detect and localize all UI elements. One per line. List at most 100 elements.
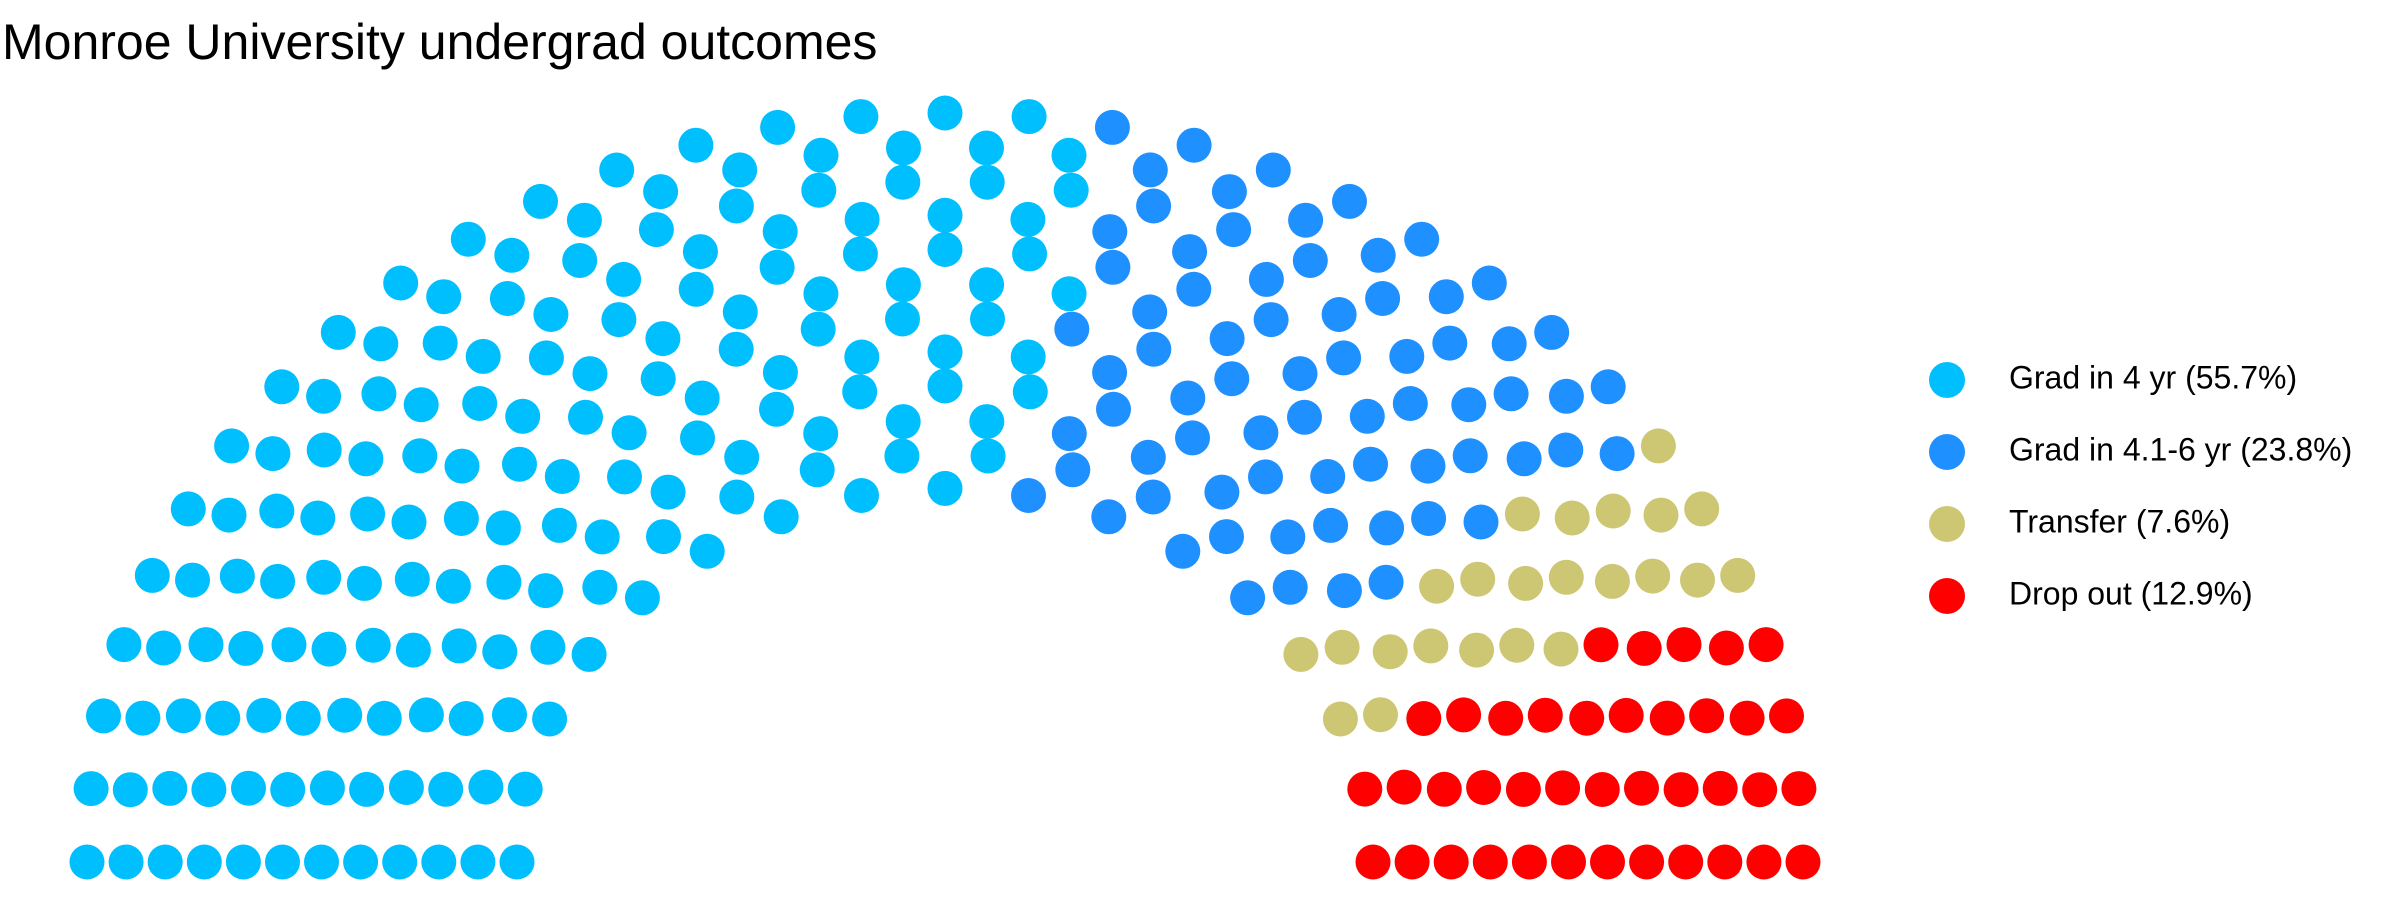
seat — [599, 152, 635, 188]
seat — [270, 772, 306, 807]
seat — [682, 234, 718, 270]
seat — [1720, 557, 1756, 593]
seat — [927, 232, 963, 267]
seat — [1472, 844, 1508, 880]
seat — [1527, 697, 1563, 733]
seat — [1310, 459, 1346, 494]
seat — [489, 281, 525, 316]
seat — [186, 844, 222, 880]
seat — [969, 404, 1005, 440]
seat — [1332, 183, 1367, 219]
seat — [800, 311, 836, 347]
seat — [73, 771, 109, 807]
seat — [304, 844, 339, 880]
seat — [1548, 559, 1584, 595]
seat — [1394, 844, 1430, 880]
seat — [1353, 446, 1388, 482]
seat — [969, 130, 1004, 166]
seat — [1649, 700, 1685, 736]
seat — [225, 844, 261, 880]
seat — [265, 844, 300, 880]
seat — [1230, 580, 1266, 616]
seat — [350, 496, 386, 532]
seat — [1643, 497, 1679, 533]
seat — [444, 448, 480, 484]
seat — [885, 267, 921, 303]
seat — [678, 127, 714, 163]
seat — [1419, 568, 1455, 604]
seat — [1635, 558, 1671, 594]
seat — [1204, 474, 1240, 510]
seat — [1288, 202, 1324, 238]
seat — [1389, 338, 1425, 374]
seat — [1012, 374, 1048, 410]
seat — [1459, 632, 1495, 668]
seat — [1590, 844, 1625, 880]
seat — [1176, 271, 1212, 307]
seat — [1214, 361, 1250, 397]
seat — [259, 493, 295, 529]
seat — [1365, 281, 1401, 316]
legend-swatch — [1929, 506, 1965, 542]
seat — [1175, 420, 1210, 456]
seat — [718, 331, 754, 367]
seat — [1548, 432, 1584, 468]
seat — [228, 630, 264, 666]
seat — [1270, 519, 1306, 555]
seat — [1248, 261, 1284, 297]
seat — [1446, 697, 1482, 733]
seat — [211, 497, 247, 533]
seat — [1092, 355, 1128, 390]
seat — [1689, 698, 1725, 734]
seat — [1283, 636, 1319, 672]
seat — [462, 386, 498, 421]
seat — [1132, 152, 1168, 188]
seat — [448, 701, 484, 736]
seat — [640, 361, 676, 397]
seat — [803, 276, 839, 312]
seat — [1053, 172, 1089, 208]
seat — [486, 564, 522, 600]
seat — [1781, 771, 1817, 807]
seat — [528, 573, 564, 609]
seat-arc — [69, 95, 1821, 880]
seat — [1702, 770, 1738, 806]
seat — [885, 404, 921, 440]
seat — [394, 561, 430, 597]
seat — [346, 565, 382, 601]
legend-label: Grad in 4 yr (55.7%) — [2009, 359, 2297, 395]
seat — [607, 459, 642, 495]
seat — [1092, 214, 1128, 250]
seat — [1054, 311, 1090, 347]
seat — [170, 491, 206, 527]
seat — [388, 770, 424, 805]
seat — [532, 701, 568, 737]
seat — [402, 438, 438, 474]
seat — [1326, 573, 1362, 609]
seat — [1590, 369, 1626, 405]
seat — [684, 380, 720, 416]
seat — [441, 628, 477, 664]
seat — [724, 439, 760, 475]
seat — [260, 563, 296, 599]
seat — [1255, 152, 1291, 188]
seat — [1452, 438, 1488, 474]
seat — [408, 697, 444, 733]
seat — [1668, 844, 1704, 880]
seat — [1360, 237, 1396, 273]
seat — [482, 634, 518, 670]
seat — [460, 844, 496, 880]
seat — [678, 271, 714, 307]
seat — [1248, 459, 1283, 495]
seat — [763, 499, 799, 535]
seat — [363, 326, 399, 362]
seat — [1426, 771, 1462, 807]
seat — [499, 844, 535, 880]
seat — [927, 334, 963, 370]
seat — [1543, 631, 1579, 667]
seat — [403, 387, 439, 423]
seat — [1321, 297, 1357, 332]
seat — [1411, 501, 1447, 536]
seat — [1272, 569, 1308, 605]
seat — [1322, 701, 1358, 737]
